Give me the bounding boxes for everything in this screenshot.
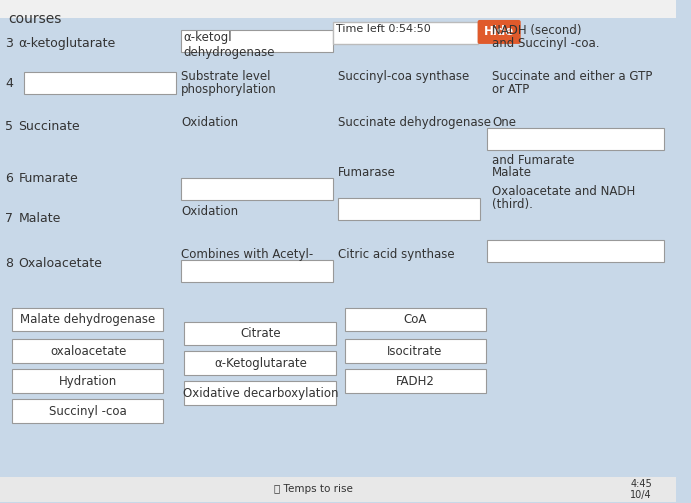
Text: α-ketogl: α-ketogl — [183, 31, 231, 44]
Text: Hydration: Hydration — [59, 375, 117, 388]
Text: 5: 5 — [5, 120, 13, 133]
Text: Fumarate: Fumarate — [19, 172, 78, 185]
FancyBboxPatch shape — [12, 369, 164, 393]
FancyBboxPatch shape — [345, 307, 486, 331]
Text: Malate: Malate — [492, 166, 532, 179]
Text: 7: 7 — [5, 212, 13, 225]
Text: CoA: CoA — [404, 313, 426, 326]
Text: 🌡 Temps to rise: 🌡 Temps to rise — [274, 484, 353, 494]
Text: FADH2: FADH2 — [395, 375, 435, 388]
FancyBboxPatch shape — [487, 239, 663, 262]
FancyBboxPatch shape — [487, 128, 663, 150]
Text: oxaloacetate: oxaloacetate — [50, 345, 126, 358]
Text: Time left 0:54:50: Time left 0:54:50 — [336, 24, 430, 34]
Text: Succinate and either a GTP: Succinate and either a GTP — [492, 70, 653, 83]
Text: 6: 6 — [5, 172, 12, 185]
FancyBboxPatch shape — [0, 477, 676, 502]
Text: Oxidation: Oxidation — [181, 205, 238, 218]
Text: 10/4: 10/4 — [630, 490, 652, 500]
FancyBboxPatch shape — [181, 30, 333, 52]
Text: and Fumarate: and Fumarate — [492, 154, 575, 167]
FancyBboxPatch shape — [0, 0, 676, 18]
FancyBboxPatch shape — [181, 178, 333, 200]
Text: Malate: Malate — [19, 212, 61, 225]
Text: and Succinyl -coa.: and Succinyl -coa. — [492, 37, 600, 50]
Text: or ATP: or ATP — [492, 83, 529, 96]
FancyBboxPatch shape — [338, 198, 480, 220]
Text: Oxidative decarboxylation: Oxidative decarboxylation — [182, 387, 338, 400]
Text: 4:45: 4:45 — [630, 479, 652, 489]
FancyBboxPatch shape — [12, 340, 164, 364]
Text: Succinate dehydrogenase: Succinate dehydrogenase — [338, 116, 491, 129]
Text: Oxaloacetate and NADH: Oxaloacetate and NADH — [492, 185, 636, 198]
Text: Citric acid synthase: Citric acid synthase — [338, 247, 454, 261]
Text: Oxaloacetate: Oxaloacetate — [19, 257, 102, 270]
Text: Malate dehydrogenase: Malate dehydrogenase — [21, 313, 155, 326]
Text: Succinyl-coa synthase: Succinyl-coa synthase — [338, 70, 469, 83]
Text: Succinate: Succinate — [19, 120, 80, 133]
Text: dehydrogenase: dehydrogenase — [183, 46, 274, 59]
Text: α-Ketoglutarate: α-Ketoglutarate — [214, 357, 307, 370]
Text: phosphorylation: phosphorylation — [181, 83, 277, 96]
Text: Fumarase: Fumarase — [338, 166, 395, 179]
FancyBboxPatch shape — [184, 352, 336, 375]
Text: Oxidation: Oxidation — [181, 116, 238, 129]
Text: 8: 8 — [5, 257, 13, 270]
Text: NADH (second): NADH (second) — [492, 24, 582, 37]
Text: 3: 3 — [5, 37, 12, 50]
Text: Succinyl -coa: Succinyl -coa — [49, 405, 127, 418]
Text: Combines with Acetyl-: Combines with Acetyl- — [181, 247, 313, 261]
Text: (third).: (third). — [492, 198, 533, 211]
Text: courses: courses — [8, 12, 61, 26]
Text: Citrate: Citrate — [240, 327, 281, 340]
Text: α-ketoglutarate: α-ketoglutarate — [19, 37, 116, 50]
FancyBboxPatch shape — [12, 399, 164, 424]
Text: Hide: Hide — [484, 26, 514, 38]
FancyBboxPatch shape — [333, 22, 477, 44]
Text: 4: 4 — [5, 77, 12, 90]
Text: One: One — [492, 116, 516, 129]
FancyBboxPatch shape — [345, 369, 486, 393]
FancyBboxPatch shape — [24, 72, 176, 94]
FancyBboxPatch shape — [477, 20, 521, 44]
FancyBboxPatch shape — [12, 307, 164, 331]
Text: Substrate level: Substrate level — [181, 70, 271, 83]
Text: Isocitrate: Isocitrate — [388, 345, 443, 358]
FancyBboxPatch shape — [184, 381, 336, 405]
FancyBboxPatch shape — [345, 340, 486, 364]
FancyBboxPatch shape — [184, 321, 336, 346]
FancyBboxPatch shape — [181, 260, 333, 282]
